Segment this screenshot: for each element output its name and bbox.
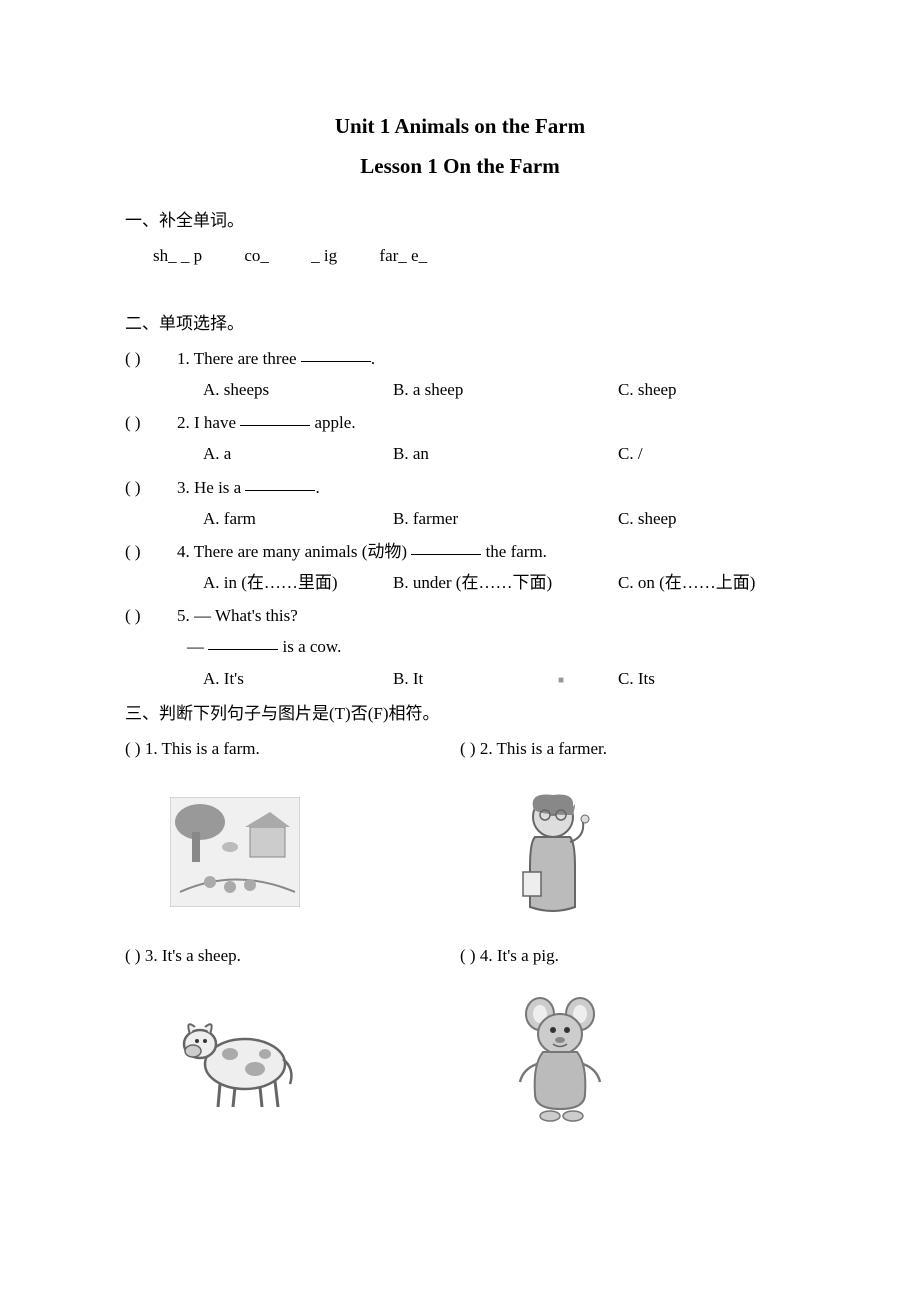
q4-paren[interactable]: ( ) — [125, 538, 177, 565]
tf-grid: ( ) 1. This is a farm. ( ) 2. — [125, 735, 795, 1149]
tf-item-2: ( ) 2. This is a farmer. — [460, 735, 795, 922]
tf2-paren[interactable]: ( ) — [460, 739, 476, 758]
q5-line1: 5. — What's this? — [177, 602, 795, 629]
section1-header: 一、补全单词。 — [125, 207, 795, 234]
tf4-image — [460, 989, 795, 1129]
q3-opt-a: A. farm — [203, 505, 393, 532]
q5-row: ( ) 5. — What's this? — [125, 602, 795, 629]
tf2-image — [460, 782, 795, 922]
q1-opt-c: C. sheep — [618, 376, 795, 403]
tf4-text: ( ) 4. It's a pig. — [460, 942, 795, 969]
q3-opt-b: B. farmer — [393, 505, 618, 532]
q3-row: ( ) 3. He is a . — [125, 474, 795, 501]
tf2-text: ( ) 2. This is a farmer. — [460, 735, 795, 762]
q5-opt-b: B. It — [393, 665, 618, 692]
tf-item-4: ( ) 4. It's a pig. — [460, 942, 795, 1129]
mouse-character-icon — [505, 994, 615, 1124]
q5-opt-c: C. Its — [618, 665, 795, 692]
fill-word-2: co_ — [244, 242, 269, 269]
q1-opt-b: B. a sheep — [393, 376, 618, 403]
teacher-person-icon — [505, 787, 600, 917]
q4-opt-c: C. on (在……上面) — [618, 569, 795, 596]
cow-icon — [170, 999, 310, 1119]
blank[interactable] — [208, 633, 278, 650]
q2-opt-b: B. an — [393, 440, 618, 467]
q2-text: 2. I have apple. — [177, 409, 795, 436]
q3-text: 3. He is a . — [177, 474, 795, 501]
q2-row: ( ) 2. I have apple. — [125, 409, 795, 436]
blank[interactable] — [245, 474, 315, 491]
tf-item-3: ( ) 3. It's a sheep. — [125, 942, 460, 1129]
q4-options: A. in (在……里面) B. under (在……下面) C. on (在…… — [125, 569, 795, 596]
q2-options: A. a B. an C. / — [125, 440, 795, 467]
q1-text: 1. There are three . — [177, 345, 795, 372]
q3-options: A. farm B. farmer C. sheep — [125, 505, 795, 532]
fill-word-1: sh_ _ p — [153, 242, 202, 269]
fill-word-4: far_ e_ — [379, 242, 427, 269]
q4-opt-a: A. in (在……里面) — [203, 569, 393, 596]
q2-opt-c: C. / — [618, 440, 795, 467]
fill-words-row: sh_ _ p co_ _ ig far_ e_ — [125, 242, 795, 269]
q2-opt-a: A. a — [203, 440, 393, 467]
q3-paren[interactable]: ( ) — [125, 474, 177, 501]
tf4-paren[interactable]: ( ) — [460, 946, 476, 965]
tf1-text: ( ) 1. This is a farm. — [125, 735, 460, 762]
fill-word-3: _ ig — [311, 242, 337, 269]
section3-header: 三、判断下列句子与图片是(T)否(F)相符。 — [125, 700, 795, 727]
farm-scene-icon — [170, 797, 300, 907]
q5-paren[interactable]: ( ) — [125, 602, 177, 629]
tf3-paren[interactable]: ( ) — [125, 946, 141, 965]
blank[interactable] — [240, 409, 310, 426]
tf1-paren[interactable]: ( ) — [125, 739, 141, 758]
blank[interactable] — [301, 345, 371, 362]
q3-opt-c: C. sheep — [618, 505, 795, 532]
tf3-text: ( ) 3. It's a sheep. — [125, 942, 460, 969]
section2-header: 二、单项选择。 — [125, 310, 795, 337]
q4-opt-b: B. under (在……下面) — [393, 569, 618, 596]
q5-options: A. It's B. It ■ C. Its — [125, 665, 795, 692]
q4-row: ( ) 4. There are many animals (动物) the f… — [125, 538, 795, 565]
lesson-subtitle: Lesson 1 On the Farm — [125, 150, 795, 184]
center-marker: ■ — [558, 673, 564, 689]
q1-opt-a: A. sheeps — [203, 376, 393, 403]
q5-line2: — is a cow. — [125, 633, 795, 660]
tf1-image — [125, 782, 460, 922]
q2-paren[interactable]: ( ) — [125, 409, 177, 436]
q5-opt-a: A. It's — [203, 665, 393, 692]
tf-item-1: ( ) 1. This is a farm. — [125, 735, 460, 922]
unit-title: Unit 1 Animals on the Farm — [125, 110, 795, 144]
q1-paren[interactable]: ( ) — [125, 345, 177, 372]
q1-options: A. sheeps B. a sheep C. sheep — [125, 376, 795, 403]
blank[interactable] — [411, 538, 481, 555]
q4-text: 4. There are many animals (动物) the farm. — [177, 538, 795, 565]
q1-row: ( ) 1. There are three . — [125, 345, 795, 372]
tf3-image — [125, 989, 460, 1129]
